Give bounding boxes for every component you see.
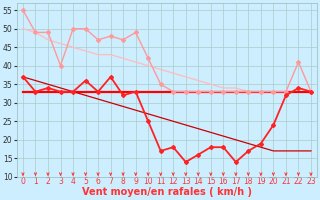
X-axis label: Vent moyen/en rafales ( km/h ): Vent moyen/en rafales ( km/h )	[82, 187, 252, 197]
